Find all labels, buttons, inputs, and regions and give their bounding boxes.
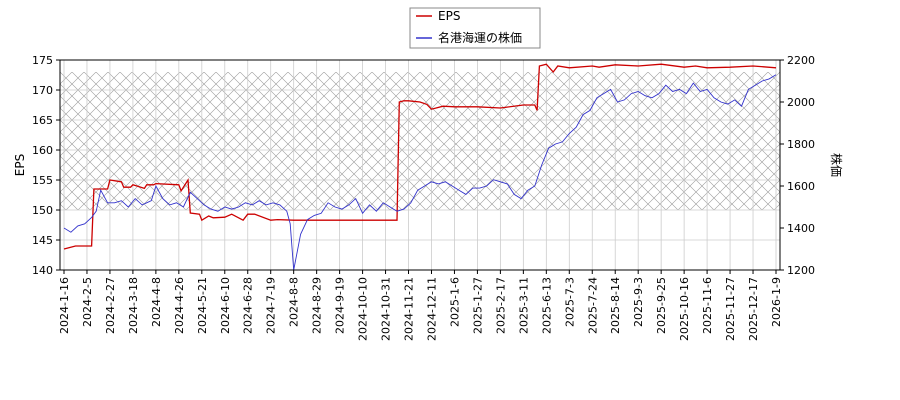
series-line-eps <box>63 63 777 250</box>
x-tick-label: 2025-9-25 <box>655 277 668 334</box>
legend-label-price: 名港海運の株価 <box>438 30 522 45</box>
y1-tick-label: 165 <box>32 114 53 127</box>
plot-border <box>59 59 781 271</box>
x-tick-label: 2026-1-9 <box>770 277 783 327</box>
x-tick-label: 2025-8-14 <box>609 277 622 334</box>
x-tick-label: 2025-3-11 <box>517 277 530 334</box>
x-tick-label: 2024-12-11 <box>425 277 438 341</box>
x-tick-label: 2025-1-6 <box>448 277 461 327</box>
y2-tick-label: 1800 <box>787 138 815 151</box>
y1-tick-label: 150 <box>32 204 53 217</box>
y1-tick-label: 140 <box>32 264 53 277</box>
y1-tick-label: 155 <box>32 174 53 187</box>
x-tick-label: 2025-12-17 <box>747 277 760 341</box>
x-tick-label: 2024-2-5 <box>81 277 94 327</box>
x-tick-label: 2024-7-19 <box>265 277 278 334</box>
x-tick-label: 2025-6-13 <box>540 277 553 334</box>
y2-tick-label: 1200 <box>787 264 815 277</box>
x-tick-label: 2025-9-3 <box>632 277 645 327</box>
y1-tick-label: 145 <box>32 234 53 247</box>
x-tick-label: 2024-4-26 <box>173 277 186 334</box>
x-tick-label: 2024-1-16 <box>58 277 71 334</box>
series-line-price <box>63 74 777 270</box>
legend-label-eps: EPS <box>438 9 460 23</box>
y1-tick-label: 160 <box>32 144 53 157</box>
x-tick-label: 2024-8-8 <box>288 277 301 327</box>
y1-axis-title: EPS <box>13 154 27 176</box>
x-tick-label: 2024-2-27 <box>104 277 117 334</box>
x-tick-label: 2024-6-28 <box>242 277 255 334</box>
y2-tick-label: 1600 <box>787 180 815 193</box>
x-tick-label: 2024-6-10 <box>219 277 232 334</box>
y2-axis-title: 株価 <box>829 153 844 177</box>
x-tick-label: 2025-7-3 <box>563 277 576 327</box>
x-tick-label: 2024-5-21 <box>196 277 209 334</box>
x-tick-label: 2024-3-18 <box>127 277 140 334</box>
x-tick-label: 2024-9-19 <box>334 277 347 334</box>
y2-tick-label: 1400 <box>787 222 815 235</box>
x-tick-label: 2024-10-31 <box>380 277 393 341</box>
legend: EPS 名港海運の株価 <box>409 7 541 49</box>
y2-tick-label: 2200 <box>787 54 815 67</box>
y1-tick-label: 175 <box>32 54 53 67</box>
x-tick-label: 2025-1-27 <box>471 277 484 334</box>
x-tick-label: 2025-7-24 <box>586 277 599 334</box>
x-tick-label: 2024-11-21 <box>403 277 416 341</box>
y2-tick-label: 2000 <box>787 96 815 109</box>
x-tick-label: 2025-2-17 <box>494 277 507 334</box>
x-tick-label: 2025-11-6 <box>701 277 714 334</box>
x-tick-label: 2024-8-29 <box>311 277 324 334</box>
x-tick-label: 2025-11-27 <box>724 277 737 341</box>
x-tick-label: 2024-10-10 <box>357 277 370 341</box>
x-tick-label: 2024-4-8 <box>150 277 163 327</box>
legend-box <box>409 7 541 49</box>
y1-tick-label: 170 <box>32 84 53 97</box>
x-tick-label: 2025-10-16 <box>678 277 691 341</box>
